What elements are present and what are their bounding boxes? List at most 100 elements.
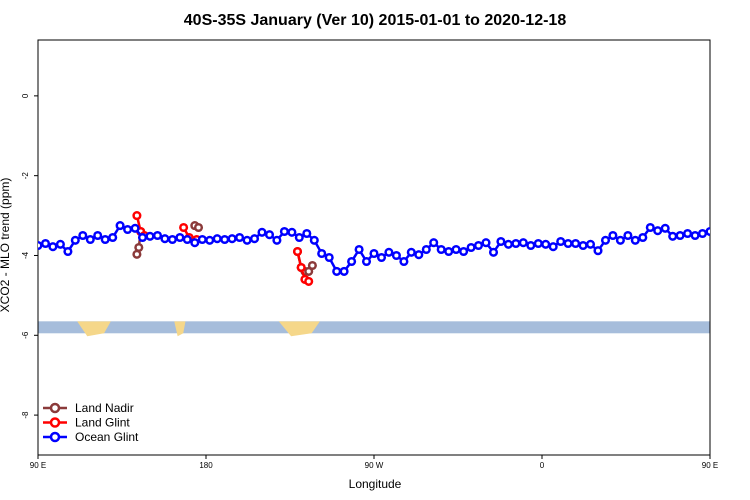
series-layer	[38, 211, 750, 286]
data-point	[518, 238, 528, 248]
data-point	[399, 256, 409, 267]
chart-title: 40S-35S January (Ver 10) 2015-01-01 to 2…	[184, 12, 567, 29]
data-point	[63, 246, 73, 257]
data-point	[737, 238, 744, 245]
legend-label: Land Nadir	[75, 401, 134, 415]
data-point	[307, 260, 317, 271]
data-point	[137, 232, 148, 243]
data-point	[668, 231, 678, 241]
data-point	[630, 235, 640, 245]
data-point	[249, 234, 260, 244]
data-point	[354, 244, 364, 255]
x-tick-label-4: 90 E	[702, 461, 718, 470]
data-point	[496, 236, 506, 247]
data-point	[660, 223, 670, 233]
data-point	[563, 238, 573, 249]
data-point	[533, 238, 543, 249]
x-tick-label-0: 90 E	[30, 461, 46, 470]
data-point	[391, 250, 401, 261]
data-point	[100, 234, 110, 245]
legend-label: Ocean Glint	[75, 430, 139, 444]
data-point	[220, 234, 230, 245]
data-point	[339, 266, 349, 276]
data-point	[541, 239, 551, 249]
data-point	[292, 246, 303, 257]
legend-label: Land Glint	[75, 416, 130, 430]
data-point	[302, 228, 312, 239]
x-tick-label-2: 90 W	[365, 461, 384, 470]
data-point	[429, 238, 439, 248]
data-point	[332, 266, 342, 276]
data-point	[473, 240, 484, 251]
data-point	[85, 234, 95, 245]
data-point	[175, 232, 185, 243]
data-point	[414, 250, 424, 260]
data-point	[645, 222, 655, 233]
land-mass-0	[77, 321, 111, 337]
data-point	[548, 242, 558, 252]
data-point	[585, 239, 596, 249]
data-point	[324, 252, 334, 263]
data-point	[179, 222, 189, 233]
y-tick-label-4: -8	[21, 411, 30, 419]
data-point	[578, 240, 588, 251]
land-mass-2	[278, 321, 320, 337]
data-point	[145, 231, 155, 241]
data-point	[296, 262, 306, 273]
y-tick-label-0: 0	[21, 93, 30, 98]
data-point	[294, 232, 304, 243]
data-point	[227, 234, 237, 244]
data-point	[134, 242, 144, 253]
data-point	[167, 234, 177, 245]
data-point	[638, 232, 648, 243]
data-point	[488, 247, 499, 257]
data-point	[744, 239, 750, 246]
data-point	[152, 230, 163, 241]
data-point	[683, 228, 693, 239]
x-tick-label-1: 180	[199, 461, 213, 470]
data-point	[287, 227, 297, 237]
data-point	[93, 230, 103, 241]
data-point	[459, 246, 469, 257]
data-point	[235, 232, 245, 243]
data-point	[593, 246, 603, 256]
y-axis-label: XCO2 - MLO trend (ppm)	[0, 178, 12, 313]
data-point	[48, 242, 58, 252]
y-tick-label-3: -6	[21, 331, 30, 339]
data-point	[369, 248, 379, 259]
data-point	[444, 246, 454, 257]
data-point	[466, 242, 476, 253]
data-point	[55, 239, 65, 249]
data-point	[361, 256, 372, 267]
data-point	[130, 223, 140, 233]
data-point	[279, 226, 289, 237]
data-point	[309, 235, 319, 245]
data-point	[264, 230, 275, 240]
y-tick-label-1: -2	[21, 172, 30, 180]
data-point	[123, 224, 133, 235]
data-point	[481, 238, 491, 248]
data-point	[421, 244, 431, 255]
data-point	[347, 256, 357, 267]
data-point	[108, 232, 118, 243]
data-point	[132, 211, 142, 221]
data-point	[722, 232, 729, 239]
map-band	[38, 321, 710, 334]
plot-area: 0 -2 -4 -6 -8 90 E 180 90 W 0 90 E Land NadirLand …	[21, 39, 750, 470]
x-axis-label: Longitude	[349, 477, 402, 491]
data-point	[406, 247, 416, 257]
data-point	[212, 234, 222, 244]
data-point	[653, 226, 663, 236]
data-point	[526, 240, 536, 251]
data-point	[193, 222, 204, 233]
data-point	[304, 276, 314, 286]
data-point	[714, 230, 721, 237]
series-ocean-glint	[38, 221, 750, 276]
data-point	[600, 235, 611, 245]
data-point	[608, 230, 618, 241]
data-point	[38, 240, 43, 251]
data-point	[690, 230, 700, 241]
legend-marker	[49, 431, 61, 443]
